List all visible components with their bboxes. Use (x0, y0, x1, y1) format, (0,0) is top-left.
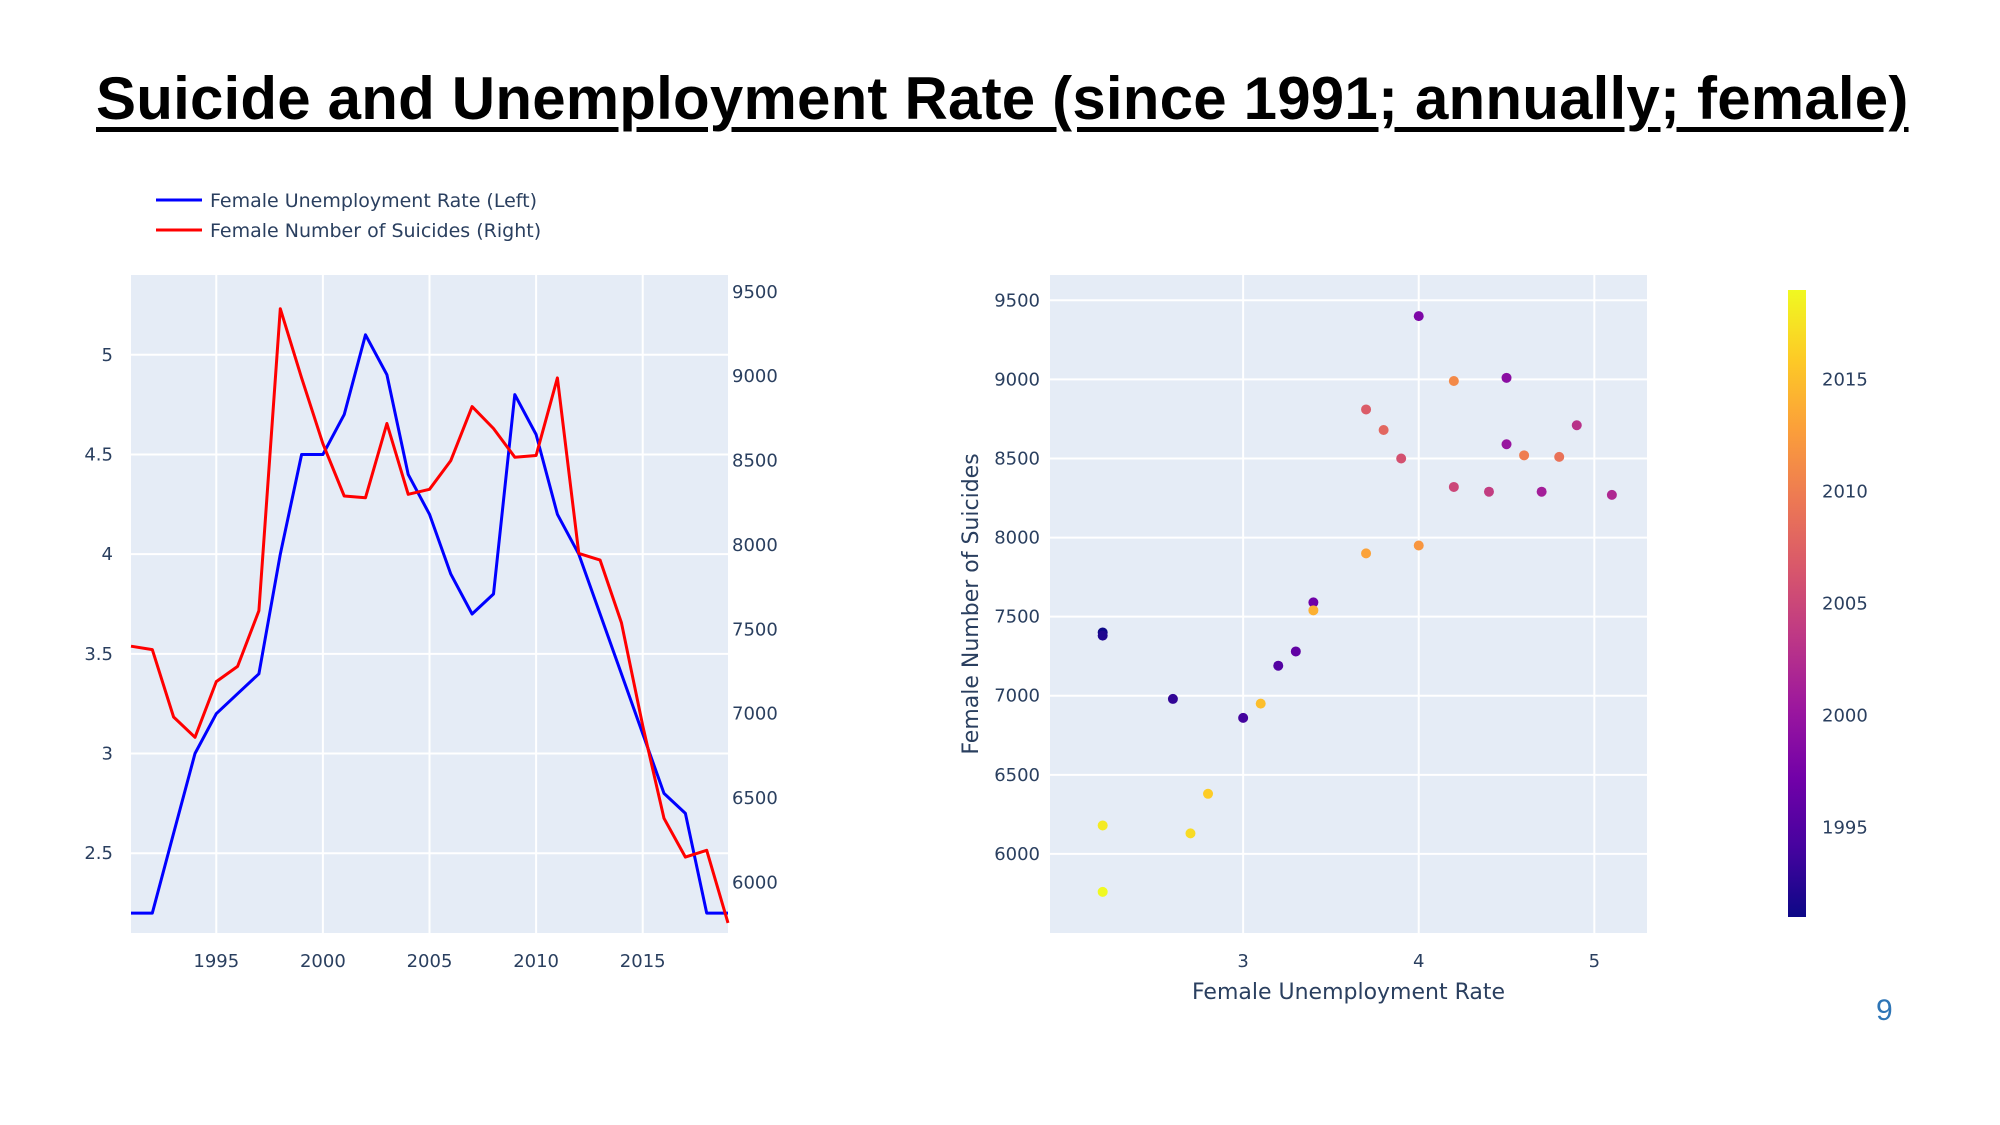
scatter-point (1448, 375, 1459, 386)
scatter-point (1554, 451, 1565, 462)
scatter-point (1501, 439, 1512, 450)
scatter-point (1448, 481, 1459, 492)
y-left-tick-label: 4.5 (84, 444, 113, 465)
scatter-point (1097, 820, 1108, 831)
colorbar-tick-label: 2010 (1822, 482, 1868, 503)
scatter-point (1396, 453, 1407, 464)
x-tick-label: 1995 (193, 951, 239, 972)
scatter-point (1255, 698, 1266, 709)
scatter-point (1097, 630, 1108, 641)
scatter-point (1185, 828, 1196, 839)
scatter-point (1361, 548, 1372, 559)
y-tick-label: 8000 (994, 528, 1040, 549)
y-right-tick-label: 6500 (732, 788, 778, 809)
y-tick-label: 6000 (994, 844, 1040, 865)
y-right-tick-label: 8500 (732, 451, 778, 472)
colorbar-gradient (1788, 290, 1806, 917)
y-right-tick-label: 8000 (732, 535, 778, 556)
legend-label: Female Number of Suicides (Right) (210, 220, 541, 242)
scatter-point (1361, 404, 1372, 415)
scatter-point (1501, 372, 1512, 383)
scatter-point (1203, 788, 1214, 799)
y-axis-title: Female Number of Suicides (959, 453, 984, 754)
y-right-tick-label: 6000 (732, 872, 778, 893)
y-left-tick-label: 4 (102, 544, 113, 565)
x-tick-label: 2010 (513, 951, 559, 972)
scatter-point (1378, 425, 1389, 436)
x-tick-label: 3 (1237, 951, 1248, 972)
y-left-tick-label: 3.5 (84, 644, 113, 665)
colorbar: 1995 2000 2005 2010 2015 (1788, 290, 1868, 917)
y-tick-label: 9000 (994, 369, 1040, 390)
scatter-point (1413, 540, 1424, 551)
legend: Female Unemployment Rate (Left) Female Nu… (156, 190, 541, 242)
x-tick-label: 4 (1413, 951, 1424, 972)
scatter-point (1290, 646, 1301, 657)
scatter-point (1308, 597, 1319, 608)
series-line-unemployment (131, 333, 728, 915)
scatter-point (1606, 489, 1617, 500)
x-axis-title: Female Unemployment Rate (1192, 980, 1505, 1005)
x-tick-label: 2015 (620, 951, 666, 972)
y-left-tick-label: 3 (102, 744, 113, 765)
y-tick-label: 6500 (994, 765, 1040, 786)
scatter-point (1536, 486, 1547, 497)
y-left-tick-label: 5 (102, 345, 113, 366)
y-tick-label: 9500 (994, 290, 1040, 311)
y-tick-label: 8500 (994, 448, 1040, 469)
x-tick-label: 2000 (300, 951, 346, 972)
scatter-point (1571, 420, 1582, 431)
scatter-point (1097, 886, 1108, 897)
y-left-tick-label: 2.5 (84, 843, 113, 864)
y-right-tick-label: 9000 (732, 366, 778, 387)
page-number: 9 (1876, 994, 1893, 1027)
colorbar-tick-label: 2015 (1822, 370, 1868, 391)
y-right-tick-label: 7500 (732, 619, 778, 640)
scatter-point (1519, 450, 1530, 461)
colorbar-tick-label: 2005 (1822, 594, 1868, 615)
scatter-point (1308, 605, 1319, 616)
legend-label: Female Unemployment Rate (Left) (210, 190, 537, 212)
y-tick-label: 7000 (994, 686, 1040, 707)
line-chart: 1995 2000 2005 2010 2015 2.5 3 3.5 4 4.5 5 6000 6500… (84, 190, 777, 972)
y-right-tick-label: 7000 (732, 704, 778, 725)
y-tick-label: 7500 (994, 607, 1040, 628)
y-right-tick-label: 9500 (732, 282, 778, 303)
colorbar-tick-label: 1995 (1822, 817, 1868, 838)
scatter-point (1483, 486, 1494, 497)
scatter-chart: 3 4 5 6000 6500 7000 7500 8000 8500 9000 9500 Femal… (959, 275, 1868, 1005)
x-tick-label: 2005 (407, 951, 453, 972)
scatter-point (1238, 712, 1249, 723)
slide-title: Suicide and Unemployment Rate (since 199… (96, 65, 1909, 132)
scatter-point (1167, 693, 1178, 704)
scatter-point (1273, 660, 1284, 671)
x-tick-label: 5 (1589, 951, 1600, 972)
scatter-plot-area (1050, 275, 1647, 933)
series-line-suicides (130, 307, 730, 924)
scatter-point (1413, 311, 1424, 322)
colorbar-tick-label: 2000 (1822, 705, 1868, 726)
